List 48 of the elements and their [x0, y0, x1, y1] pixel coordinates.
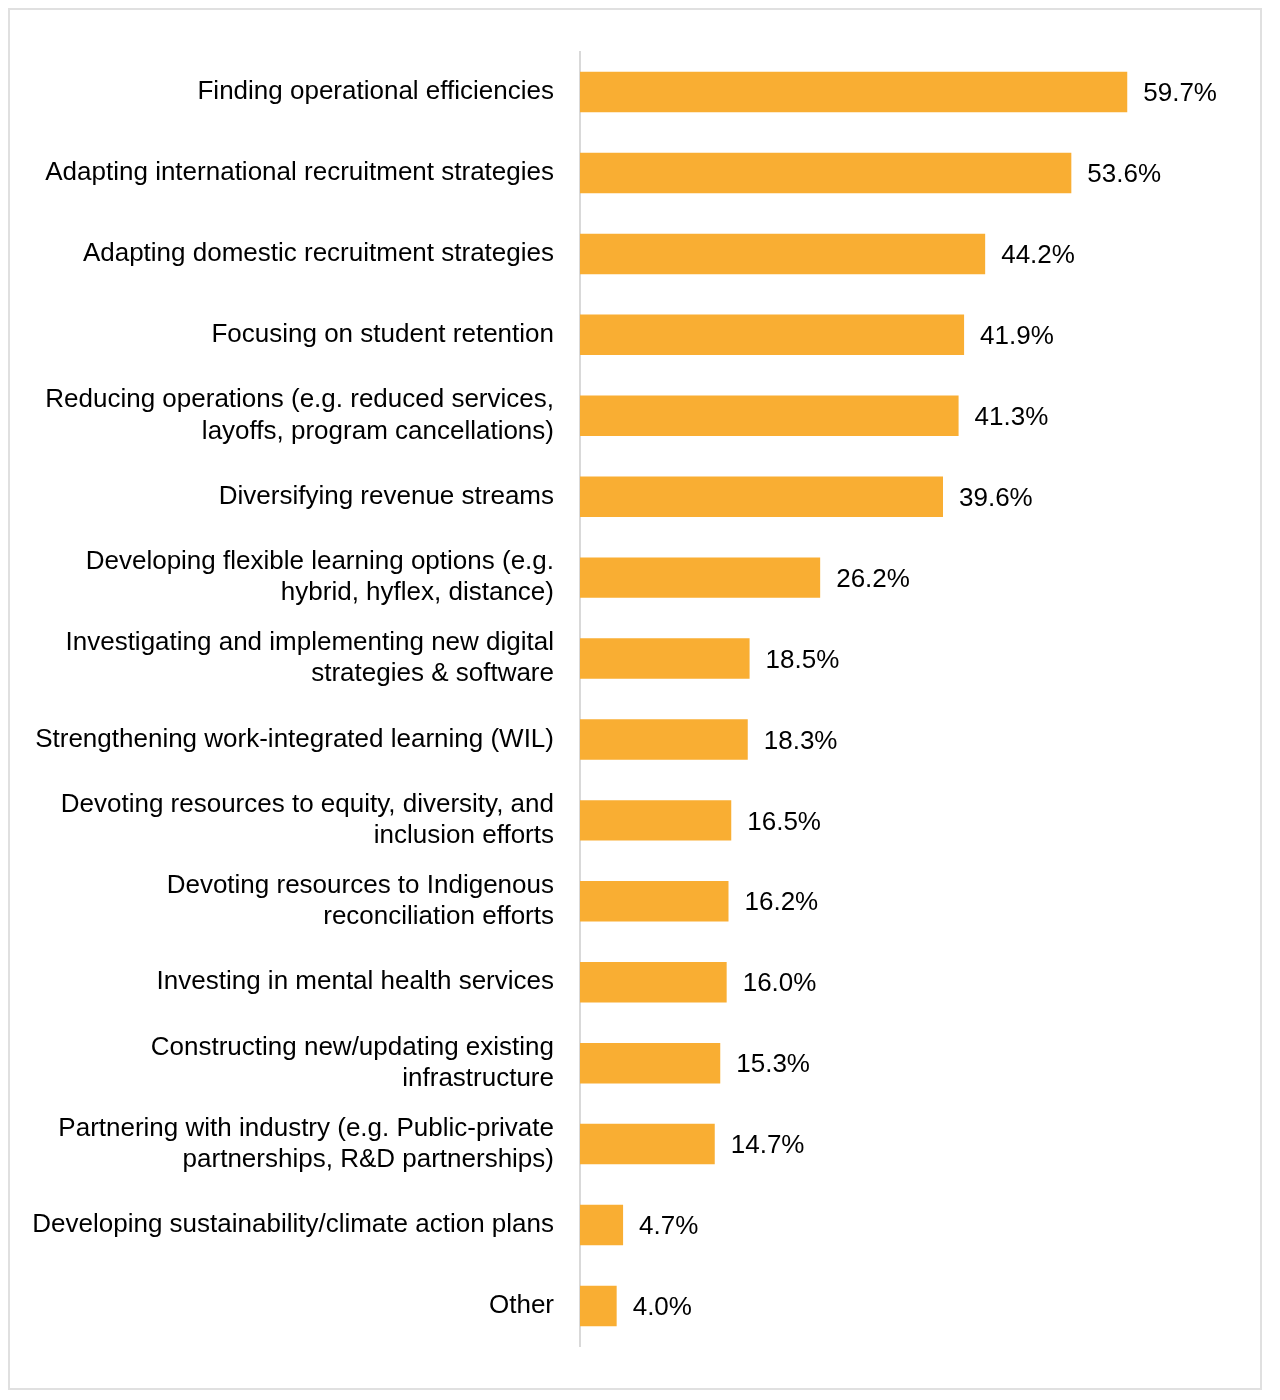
bar [580, 1204, 624, 1246]
bar [580, 476, 943, 517]
bar [580, 638, 750, 679]
y-tick-label: Constructing new/updating existing infrastructure [150, 1030, 554, 1092]
bar [580, 962, 727, 1003]
data-label: 16.0% [742, 967, 817, 998]
bar [580, 233, 986, 275]
data-label: 41.9% [980, 320, 1054, 351]
bar [580, 152, 1072, 194]
data-label: 26.2% [836, 562, 910, 593]
y-tick-label: Strengthening work-integrated learning (WIL) [35, 722, 554, 753]
data-label: 44.2% [1001, 239, 1075, 270]
y-tick-label: Finding operational efficiencies [197, 75, 554, 106]
bar [580, 1285, 617, 1327]
y-tick-label: Reducing operations (e.g. reduced services, layoffs, program cancellations) [45, 383, 554, 445]
bar [580, 314, 965, 356]
data-label: 16.5% [747, 805, 821, 836]
y-tick-label: Adapting domestic recruitment strategies [82, 237, 554, 268]
data-label: 41.3% [974, 400, 1049, 431]
bar [580, 1123, 715, 1165]
bar [580, 395, 959, 436]
bar [580, 1042, 721, 1084]
y-tick-label: Focusing on student retention [211, 318, 554, 349]
data-label: 18.3% [763, 724, 838, 755]
data-label: 18.5% [765, 643, 840, 674]
y-tick-label: Devoting resources to equity, diversity, and inclusion efforts [60, 787, 554, 850]
data-label: 53.6% [1087, 158, 1162, 189]
data-label: 16.2% [744, 886, 819, 917]
data-label: 39.6% [959, 481, 1033, 512]
bar [580, 557, 821, 598]
bar [580, 800, 732, 841]
data-label: 59.7% [1143, 77, 1217, 108]
y-tick-label: Devoting resources to Indigenous reconciliation efforts [166, 868, 554, 931]
y-tick-label: Investing in mental health services [156, 965, 554, 996]
y-tick-label: Developing flexible learning options (e.g. hybrid, hyflex, distance) [85, 545, 554, 607]
y-tick-label: Investigating and implementing new digital strategies & software [65, 626, 554, 688]
data-label: 14.7% [730, 1129, 805, 1160]
y-tick-label: Developing sustainability/climate action plans [32, 1208, 554, 1239]
bar [580, 881, 729, 922]
bar [580, 719, 748, 760]
bar [580, 71, 1128, 113]
y-tick-label: Other [488, 1289, 555, 1320]
y-tick-label: Partnering with industry (e.g. Public-private partnerships, R&D partnerships) [58, 1111, 554, 1173]
data-label: 15.3% [736, 1048, 810, 1079]
data-label: 4.0% [632, 1291, 692, 1322]
data-label: 4.7% [639, 1210, 699, 1241]
y-tick-label: Diversifying revenue streams [218, 479, 554, 510]
y-tick-label: Adapting international recruitment strategies [45, 156, 554, 187]
